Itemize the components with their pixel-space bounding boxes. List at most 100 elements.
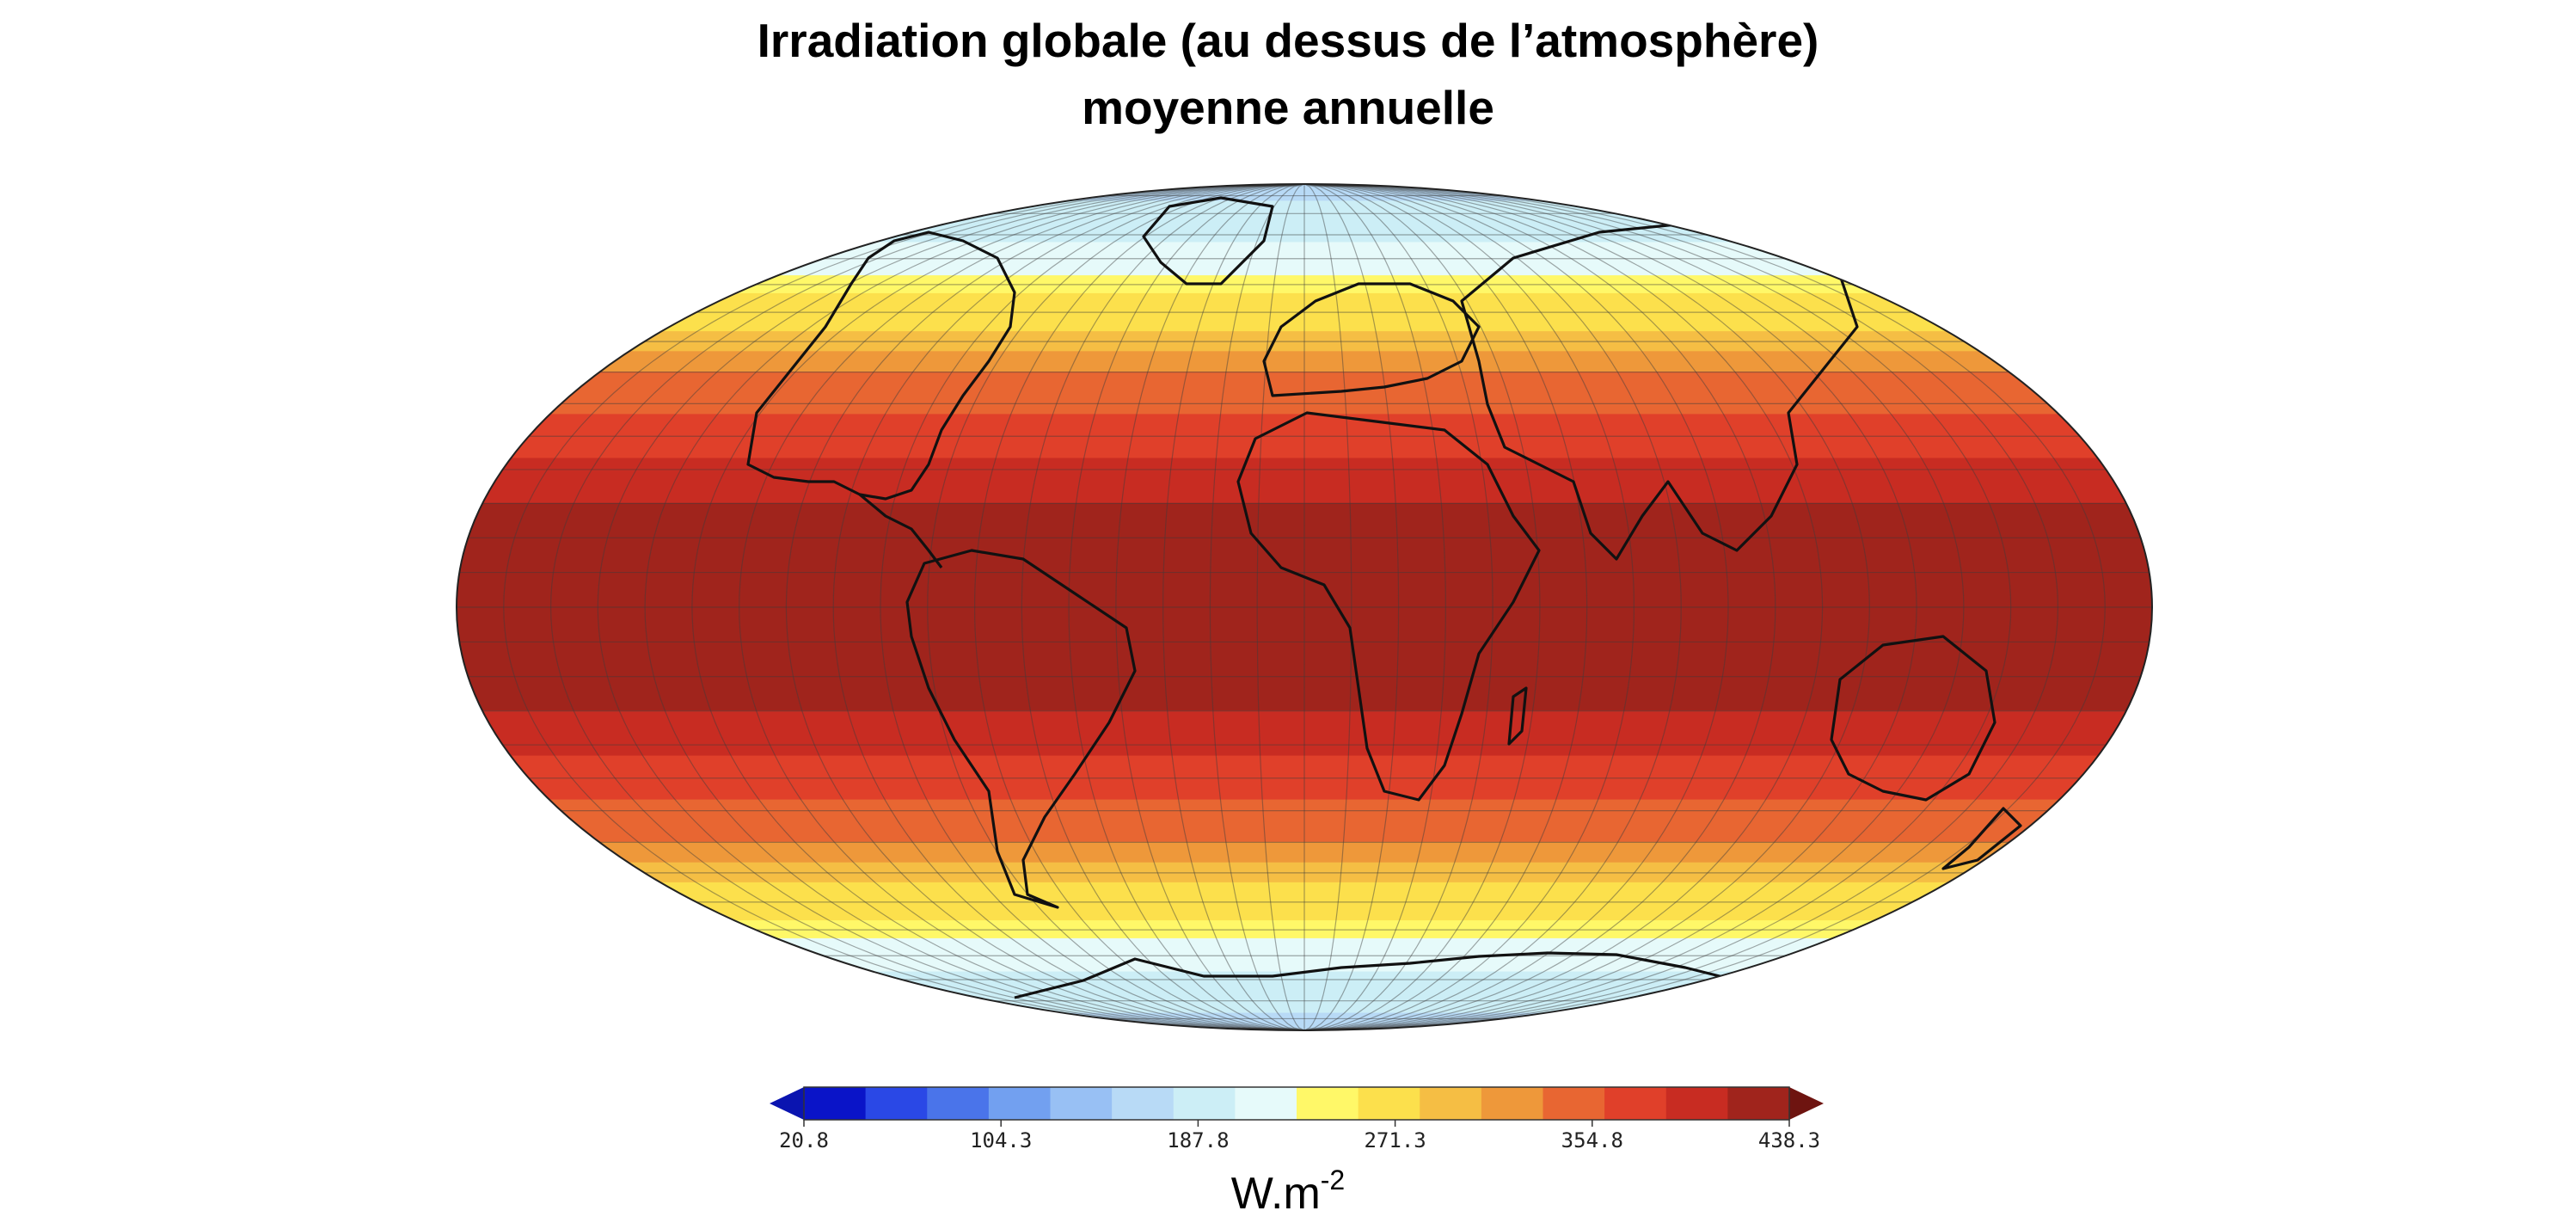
- irradiance-band: [457, 841, 2152, 863]
- colorbar-cell: [1420, 1087, 1482, 1120]
- north-america-coast: [746, 230, 1016, 501]
- irradiance-band: [457, 292, 2152, 313]
- antarctica-coast: [1014, 951, 1738, 999]
- meridian-line: [880, 184, 1305, 1030]
- colorbar-cell: [988, 1087, 1051, 1120]
- irradiance-band: [457, 392, 2152, 415]
- meridian-line: [1303, 184, 1824, 1030]
- meridian-line: [1303, 184, 1729, 1030]
- meridian-line: [739, 184, 1305, 1030]
- chart-title-line-1: Irradiation globale (au dessus de l’atmo…: [757, 14, 1819, 67]
- new-zealand-coast: [1941, 807, 2022, 870]
- meridian-line: [1256, 184, 1305, 1030]
- meridian-line: [644, 184, 1305, 1030]
- colorbar-cell: [1543, 1087, 1605, 1120]
- colorbar-cell: [1050, 1087, 1113, 1120]
- colorbar-cell: [927, 1087, 990, 1120]
- meridian-line: [1303, 184, 1870, 1030]
- chart-title-line-2: moyenne annuelle: [1082, 81, 1494, 134]
- meridian-line: [1303, 184, 2059, 1030]
- unit-exponent: -2: [1320, 1165, 1346, 1195]
- colorbar-tick-label: 271.3: [1364, 1128, 1426, 1152]
- colorbar-cell: [1665, 1087, 1728, 1120]
- colorbar-cell: [804, 1087, 867, 1120]
- colorbar-unit-label: W.m-2: [0, 1166, 2576, 1216]
- colorbar-extend-low-arrow: [770, 1087, 804, 1120]
- colorbar-frame: [803, 1086, 1790, 1121]
- irradiance-band: [457, 311, 2152, 333]
- irradiance-band: [457, 258, 2152, 277]
- irradiance-band: [457, 687, 2152, 712]
- meridian-line: [549, 184, 1305, 1030]
- colorbar-cell: [1727, 1087, 1790, 1120]
- colorbar-cell: [1235, 1087, 1297, 1120]
- meridian-line: [503, 184, 1305, 1030]
- irradiance-band: [457, 331, 2152, 353]
- irradiance-band: [457, 458, 2152, 482]
- colorbar-cell: [865, 1087, 928, 1120]
- irradiance-band: [457, 777, 2152, 801]
- meridian-line: [1303, 184, 1965, 1030]
- irradiance-band: [457, 710, 2152, 734]
- colorbar-cell: [1604, 1087, 1667, 1120]
- irradiance-band: [457, 480, 2152, 504]
- colorbar-cell: [1481, 1087, 1543, 1120]
- map-border: [456, 183, 2153, 1031]
- meridian-line: [1303, 184, 1917, 1030]
- irradiance-band: [457, 242, 2152, 260]
- colorbar-tick-label: 20.8: [779, 1128, 829, 1152]
- meridian-line: [1068, 184, 1305, 1030]
- meridian-line: [1303, 184, 1635, 1030]
- colorbar-tick-label: 354.8: [1561, 1128, 1623, 1152]
- colorbar-cell: [1112, 1087, 1175, 1120]
- meridian-line: [691, 184, 1305, 1030]
- irradiance-band: [457, 1023, 2152, 1030]
- europe-coast: [1262, 282, 1481, 397]
- meridian-line: [973, 184, 1305, 1030]
- colorbar-tick-label: 438.3: [1758, 1128, 1820, 1152]
- irradiance-band: [457, 733, 2152, 757]
- irradiance-band: [457, 755, 2152, 779]
- irradiance-band: [457, 525, 2152, 550]
- colorbar-tick-label: 187.8: [1167, 1128, 1229, 1152]
- meridian-line: [597, 184, 1305, 1030]
- meridian-line: [1303, 184, 1588, 1030]
- africa-coast: [1236, 411, 1541, 802]
- irradiance-band: [457, 549, 2152, 574]
- irradiance-band: [457, 799, 2152, 822]
- irradiance-band: [457, 414, 2152, 437]
- colorbar-cell: [1358, 1087, 1420, 1120]
- meridian-line: [1303, 184, 1541, 1030]
- irradiance-band: [457, 351, 2152, 373]
- irradiance-band: [457, 184, 2152, 192]
- irradiance-band: [457, 372, 2152, 394]
- colorbar-tick-label: 104.3: [970, 1128, 1032, 1152]
- meridian-line: [1209, 184, 1305, 1030]
- meridian-line: [1303, 184, 1682, 1030]
- irradiance-band: [457, 862, 2152, 883]
- irradiance-band: [457, 618, 2152, 642]
- central-america-coast: [858, 493, 943, 568]
- australia-coast: [1830, 635, 1996, 802]
- irradiance-band: [457, 882, 2152, 903]
- irradiance-band: [457, 820, 2152, 843]
- irradiance-band: [457, 955, 2152, 973]
- greenland-coast: [1142, 196, 1274, 286]
- irradiance-band: [457, 275, 2152, 294]
- irradiance-band: [457, 937, 2152, 956]
- meridian-line: [1303, 184, 1352, 1030]
- meridian-line: [1115, 184, 1305, 1030]
- irradiance-band: [457, 664, 2152, 689]
- meridian-line: [927, 184, 1305, 1030]
- meridian-line: [785, 184, 1305, 1030]
- irradiance-band: [457, 502, 2152, 527]
- colorbar-extend-high-arrow: [1789, 1087, 1824, 1120]
- irradiance-band: [457, 435, 2152, 459]
- south-america-coast: [905, 549, 1137, 909]
- irradiance-band: [457, 920, 2152, 939]
- meridian-line: [1303, 184, 2106, 1030]
- madagascar-coast: [1507, 686, 1528, 746]
- irradiance-band: [457, 641, 2152, 666]
